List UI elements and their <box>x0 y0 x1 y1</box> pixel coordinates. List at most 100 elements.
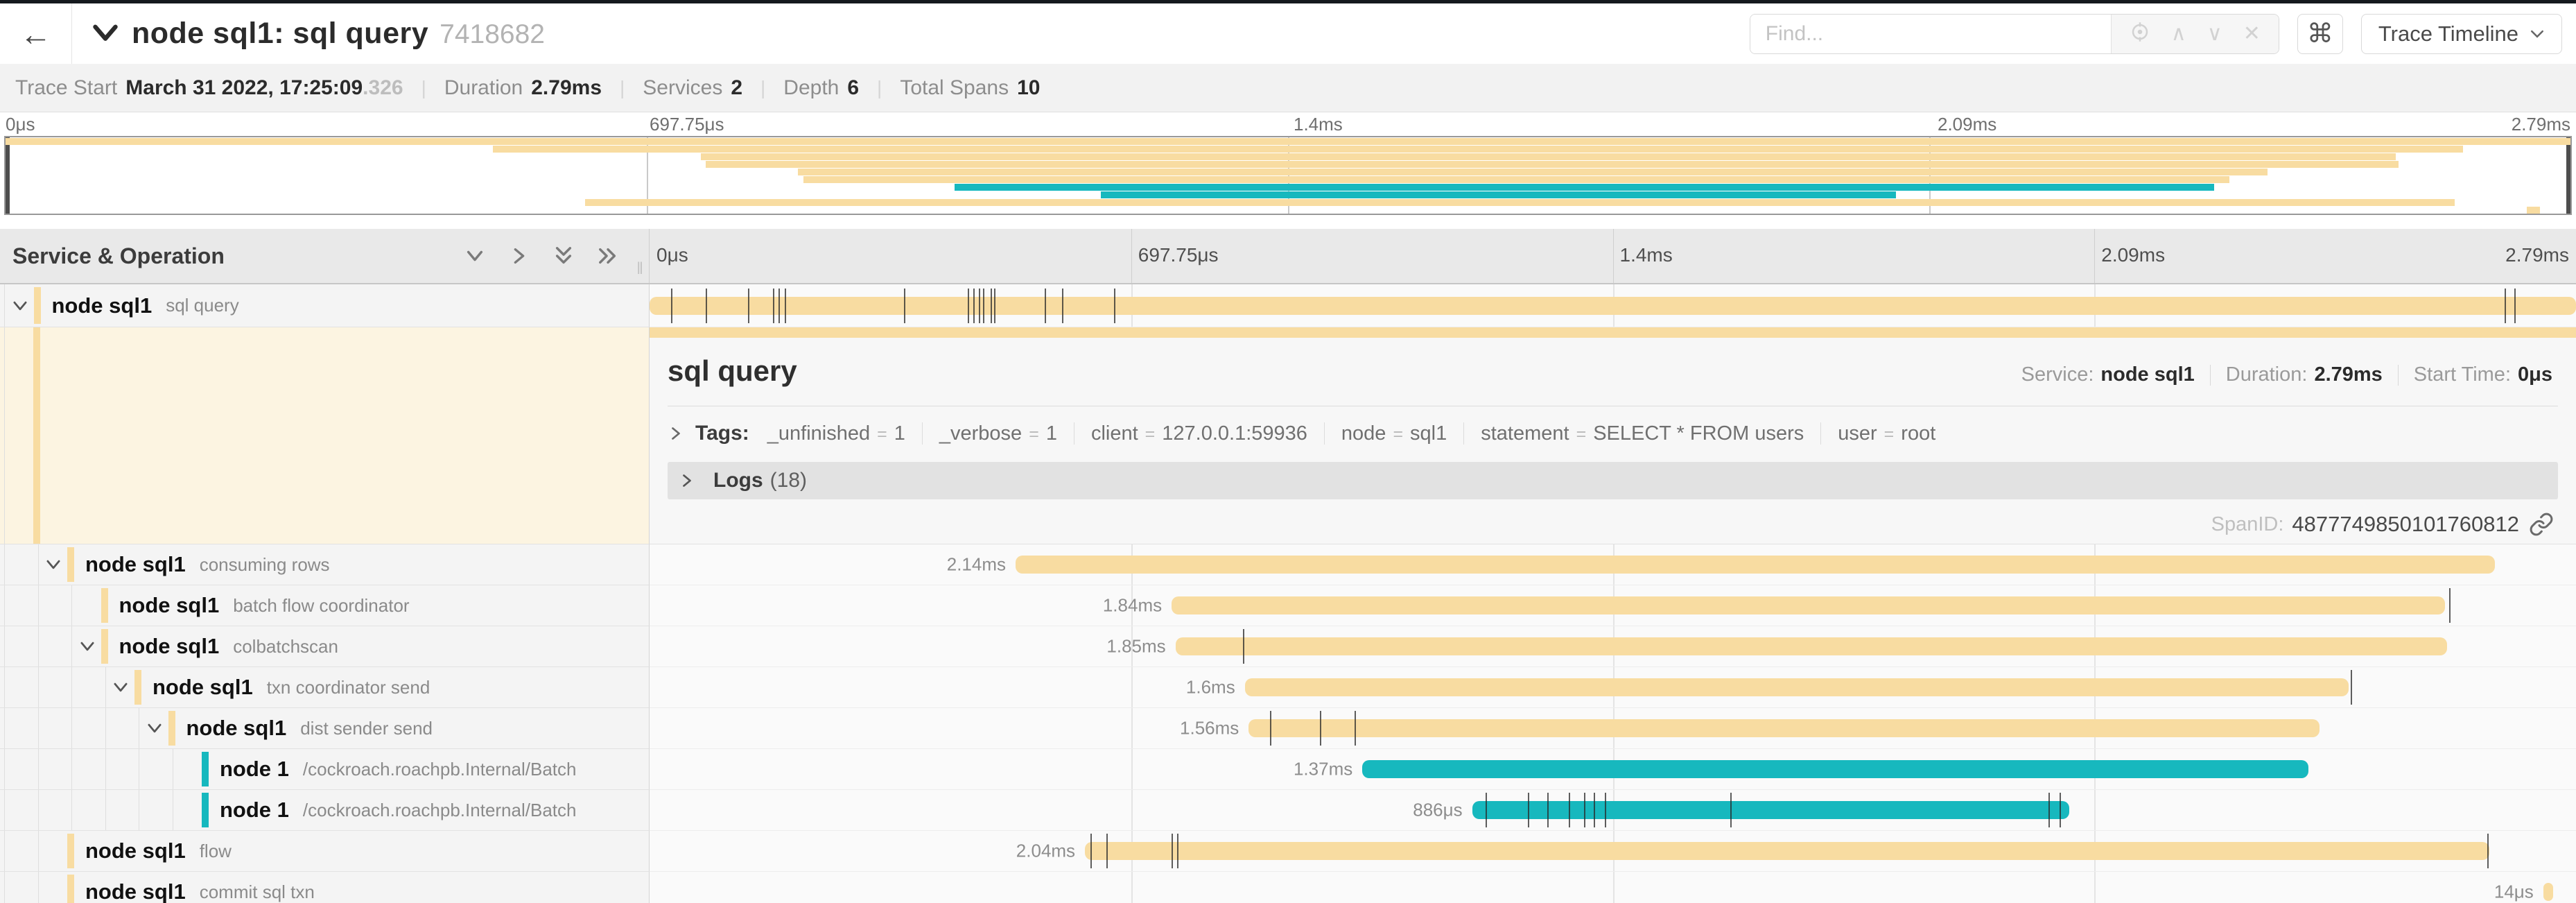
minimap-tick-label: 697.75μs <box>650 114 724 135</box>
back-button[interactable]: ← <box>0 3 72 64</box>
tag-key: _verbose <box>939 422 1022 445</box>
chevron-down-icon[interactable] <box>146 719 164 737</box>
service-operation-title: Service & Operation <box>12 243 225 268</box>
span-row-timeline-cell[interactable]: 1.6ms <box>650 667 2576 708</box>
logs-accordion[interactable]: Logs (18) <box>668 462 2558 499</box>
chevron-down-icon[interactable] <box>11 297 29 315</box>
timeline-gridline <box>1612 284 1615 903</box>
span-log-tick <box>1090 834 1093 868</box>
tree-indent-guide <box>71 626 72 666</box>
span-row[interactable]: node 1/cockroach.roachpb.Internal/Batch 8… <box>0 790 2576 831</box>
span-row-timeline-cell[interactable]: 2.04ms <box>650 831 2576 872</box>
collapse-all-icon[interactable] <box>553 246 574 266</box>
minimap-span-band <box>585 198 2455 206</box>
minimap-left-scrubber[interactable] <box>6 137 10 214</box>
tag-equals: = <box>1029 424 1039 444</box>
chevron-right-icon <box>672 427 680 440</box>
tree-indent-guide <box>4 284 5 327</box>
trace-minimap[interactable] <box>4 136 2572 215</box>
span-row[interactable]: node sql1 dist sender send 1.56ms <box>0 708 2576 749</box>
span-row-timeline-cell[interactable] <box>650 284 2576 327</box>
tags-accordion[interactable]: Tags: _unfinished = 1 _verbose = 1 client = 127.… <box>668 422 2558 445</box>
collapse-one-icon[interactable] <box>464 246 485 266</box>
span-color-stripe <box>134 670 141 705</box>
span-row-name-cell[interactable]: node 1/cockroach.roachpb.Internal/Batch <box>0 790 650 831</box>
span-row[interactable]: node 1/cockroach.roachpb.Internal/Batch 1… <box>0 749 2576 790</box>
tree-indent-guide <box>4 626 5 666</box>
span-duration-bar[interactable] <box>1085 842 2489 860</box>
span-duration-bar[interactable] <box>1016 556 2496 574</box>
span-row[interactable]: node sql1 batch flow coordinator 1.84ms <box>0 585 2576 626</box>
trace-start-value: March 31 2022, 17:25:09 <box>125 76 363 99</box>
trace-title-chevron-down-icon[interactable] <box>92 20 119 47</box>
minimap-tick-label: 1.4ms <box>1294 114 1343 135</box>
tree-indent-guide <box>4 790 5 830</box>
expand-one-icon[interactable] <box>509 246 530 266</box>
span-row-name-cell[interactable]: node sql1 txn coordinator send <box>0 667 650 708</box>
span-duration-bar[interactable] <box>1172 596 2445 614</box>
chevron-down-icon[interactable] <box>112 678 130 696</box>
span-row-timeline-cell[interactable]: 2.14ms <box>650 544 2576 585</box>
span-log-tick <box>1113 288 1115 323</box>
span-duration-bar[interactable] <box>1175 637 2447 655</box>
trace-view-selector[interactable]: Trace Timeline <box>2360 13 2562 54</box>
span-duration-bar[interactable] <box>1362 760 2308 778</box>
clear-search-icon[interactable]: ✕ <box>2243 22 2261 45</box>
span-row[interactable]: node sql1 sql query <box>0 284 2576 327</box>
keyboard-shortcuts-button[interactable]: ⌘ <box>2297 13 2343 54</box>
divider <box>1323 422 1325 445</box>
span-log-tick <box>2487 834 2489 868</box>
span-row-name-cell[interactable]: node sql1 commit sql txn <box>0 872 650 903</box>
tag-key: client <box>1090 422 1138 445</box>
span-row-timeline-cell[interactable]: 1.56ms <box>650 708 2576 749</box>
span-duration-bar[interactable] <box>2543 883 2553 901</box>
span-row[interactable]: node sql1 commit sql txn 14μs <box>0 872 2576 903</box>
minimap-span-band <box>1100 191 1896 198</box>
tree-indent-guide <box>71 749 72 789</box>
span-row[interactable]: node sql1 consuming rows 2.14ms <box>0 544 2576 585</box>
prev-result-icon[interactable]: ∧ <box>2170 22 2186 45</box>
trace-id: 7418682 <box>440 19 545 49</box>
span-row[interactable]: node sql1 txn coordinator send 1.6ms <box>0 667 2576 708</box>
span-row-timeline-cell[interactable]: 1.84ms <box>650 585 2576 626</box>
span-color-stripe <box>67 547 74 582</box>
span-duration-label: 1.84ms <box>1102 594 1163 616</box>
divider: | <box>620 76 625 98</box>
next-result-icon[interactable]: ∨ <box>2207 22 2222 45</box>
span-row-name-cell[interactable]: node sql1 batch flow coordinator <box>0 585 650 626</box>
span-row[interactable]: node sql1 colbatchscan 1.85ms <box>0 626 2576 667</box>
column-resize-grip[interactable]: ‖ <box>636 259 645 278</box>
span-row[interactable]: node sql1 flow 2.04ms <box>0 831 2576 872</box>
span-log-tick <box>1355 711 1357 746</box>
span-operation-name: sql query <box>166 295 239 316</box>
span-row-timeline-cell[interactable]: 1.37ms <box>650 749 2576 790</box>
span-detail-panel: sql query Service: node sql1 Duration: 2… <box>650 327 2576 544</box>
span-row-name-cell[interactable]: node sql1 consuming rows <box>0 544 650 585</box>
minimap-right-scrubber[interactable] <box>2566 137 2570 214</box>
deep-link-icon[interactable] <box>2529 512 2554 537</box>
span-row-timeline-cell[interactable]: 14μs <box>650 872 2576 903</box>
minimap-span-band <box>700 153 2396 160</box>
span-duration-bar[interactable] <box>1244 678 2349 696</box>
tree-indent-guide <box>4 872 5 903</box>
chevron-down-icon[interactable] <box>78 637 96 655</box>
span-duration-bar[interactable] <box>1248 719 2320 737</box>
tag-equals: = <box>1883 424 1895 444</box>
span-row-name-cell[interactable]: node 1/cockroach.roachpb.Internal/Batch <box>0 749 650 790</box>
find-input[interactable] <box>1750 14 2111 53</box>
span-log-tick <box>1593 793 1595 827</box>
expand-all-icon[interactable] <box>598 246 618 266</box>
span-log-tick <box>979 288 981 323</box>
span-row-name-cell[interactable]: node sql1 sql query <box>0 284 650 327</box>
span-row-name-cell[interactable]: node sql1 dist sender send <box>0 708 650 749</box>
minimap-gridline <box>1929 137 1931 214</box>
span-duration-bar[interactable] <box>650 296 2576 315</box>
focus-match-icon[interactable] <box>2130 22 2150 46</box>
span-row-timeline-cell[interactable]: 1.85ms <box>650 626 2576 667</box>
span-duration-bar[interactable] <box>1472 801 2070 819</box>
chevron-down-icon[interactable] <box>44 556 62 574</box>
span-row-timeline-cell[interactable]: 886μs <box>650 790 2576 831</box>
span-row-name-cell[interactable]: node sql1 colbatchscan <box>0 626 650 667</box>
span-row-name-cell[interactable]: node sql1 flow <box>0 831 650 872</box>
span-log-tick <box>1730 793 1732 827</box>
